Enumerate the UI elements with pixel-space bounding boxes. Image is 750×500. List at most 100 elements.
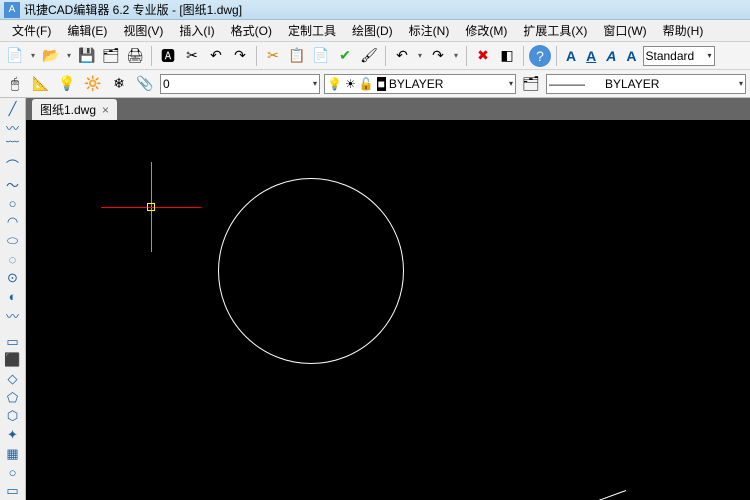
separator — [256, 46, 257, 66]
undo2-button[interactable]: ↶ — [391, 45, 413, 67]
layer-combo[interactable]: 💡 ☀ 🔓 ■ BYLAYER ▾ — [324, 74, 516, 94]
arc-tool[interactable]: ⌒ — [2, 157, 24, 175]
tab-close-icon[interactable]: × — [102, 103, 109, 117]
donut-tool[interactable]: ⊙ — [2, 269, 24, 287]
separator — [466, 46, 467, 66]
dropdown-icon[interactable]: ▾ — [451, 51, 461, 60]
coord-value: 0 — [163, 77, 170, 91]
toolbar-props: 🖱 📐 💡 🔆 ❄ 📎 0 ▾ 💡 ☀ 🔓 ■ BYLAYER ▾ 🗂 ——— … — [0, 70, 750, 98]
text-style-value: Standard — [646, 49, 695, 63]
boundary-tool[interactable]: ▭ — [2, 482, 24, 500]
layer-frozen-icon: ☀ — [345, 77, 356, 91]
ellipsearc-tool[interactable]: ◌ — [2, 251, 24, 269]
cut-button[interactable]: ✂ — [262, 45, 284, 67]
text-style-combo[interactable]: Standard ▾ — [643, 46, 715, 66]
separator — [523, 46, 524, 66]
save-button[interactable]: 💾 — [76, 45, 98, 67]
circle-tool[interactable]: ○ — [2, 195, 24, 213]
chevron-down-icon: ▾ — [313, 79, 317, 88]
rect-tool[interactable]: ▭ — [2, 333, 24, 351]
chevron-down-icon: ▾ — [707, 51, 711, 60]
bulb-button[interactable]: 💡 — [56, 73, 78, 95]
print-button[interactable]: 🖨 — [124, 45, 146, 67]
measure-button[interactable]: 📐 — [30, 73, 52, 95]
text-style-ai[interactable]: A — [602, 45, 620, 67]
hatch-tool[interactable]: ▦ — [2, 445, 24, 463]
text-style-au[interactable]: A — [582, 45, 600, 67]
canvas-area: 图纸1.dwg × — [26, 98, 750, 500]
dropdown-icon[interactable]: ▾ — [64, 51, 74, 60]
layer-manager-button[interactable]: 🗂 — [520, 73, 542, 95]
new-button[interactable]: 📄 — [4, 45, 26, 67]
menu-modify[interactable]: 修改(M) — [457, 20, 515, 41]
redo2-button[interactable]: ↷ — [427, 45, 449, 67]
layer-color-icon: ■ — [377, 77, 386, 91]
separator — [556, 46, 557, 66]
saveall-button[interactable]: 🗂 — [100, 45, 122, 67]
star-tool[interactable]: ✦ — [2, 426, 24, 444]
drawing-canvas[interactable] — [26, 120, 750, 500]
linetype-swatch: ——— — [549, 77, 585, 91]
toolbar-main: 📄▾ 📂▾ 💾 🗂 🖨 🅰 ✂ ↶ ↷ ✂ 📋 📄 ✔ 🖌 ↶▾ ↷▾ ✖ ◧ … — [0, 42, 750, 70]
text-style-a2[interactable]: A — [622, 45, 640, 67]
spline-tool[interactable]: ﹋ — [2, 138, 24, 156]
tab-label: 图纸1.dwg — [40, 101, 96, 118]
text-style-a[interactable]: A — [562, 45, 580, 67]
hexagon-tool[interactable]: ⬡ — [2, 407, 24, 425]
separator — [151, 46, 152, 66]
menu-edit[interactable]: 编辑(E) — [59, 20, 115, 41]
match-button[interactable]: ✔ — [334, 45, 356, 67]
dropdown-icon[interactable]: ▾ — [415, 51, 425, 60]
menu-draw[interactable]: 绘图(D) — [344, 20, 401, 41]
sun-button[interactable]: 🔆 — [82, 73, 104, 95]
solid-tool[interactable]: ⬛ — [2, 351, 24, 369]
open-button[interactable]: 📂 — [40, 45, 62, 67]
find-button[interactable]: 🅰 — [157, 45, 179, 67]
menu-view[interactable]: 视图(V) — [115, 20, 171, 41]
stamp-button[interactable]: 🖌 — [358, 45, 380, 67]
arc2-tool[interactable]: ◠ — [2, 213, 24, 231]
layer-visible-icon: 💡 — [327, 77, 342, 91]
menu-format[interactable]: 格式(O) — [223, 20, 280, 41]
line-tool[interactable]: ╱ — [2, 100, 24, 118]
document-tab[interactable]: 图纸1.dwg × — [32, 99, 117, 120]
linetype-combo[interactable]: ——— BYLAYER ▾ — [546, 74, 746, 94]
menu-help[interactable]: 帮助(H) — [655, 20, 712, 41]
menu-dim[interactable]: 标注(N) — [401, 20, 458, 41]
clip-button[interactable]: ✂ — [181, 45, 203, 67]
redo-button[interactable]: ↷ — [229, 45, 251, 67]
chevron-down-icon: ▾ — [509, 79, 513, 88]
attach-button[interactable]: 📎 — [134, 73, 156, 95]
drawing-circle — [218, 178, 404, 364]
menu-file[interactable]: 文件(F) — [4, 20, 59, 41]
titlebar: A 讯捷CAD编辑器 6.2 专业版 - [图纸1.dwg] — [0, 0, 750, 20]
chevron-down-icon: ▾ — [739, 79, 743, 88]
menu-window[interactable]: 窗口(W) — [595, 20, 654, 41]
crosshair-pickbox — [147, 203, 155, 211]
help-button[interactable]: ? — [529, 45, 551, 67]
revcloud-tool[interactable]: 〰 — [2, 307, 24, 325]
ellipse-tool[interactable]: ⬭ — [2, 232, 24, 250]
menu-insert[interactable]: 插入(I) — [171, 20, 222, 41]
region-tool[interactable]: ○ — [2, 464, 24, 482]
dropdown-icon[interactable]: ▾ — [28, 51, 38, 60]
block-button[interactable]: ◧ — [496, 45, 518, 67]
curve-tool[interactable]: 〜 — [2, 176, 24, 194]
polyline-tool[interactable]: 〰 — [2, 119, 24, 137]
menu-custom[interactable]: 定制工具 — [280, 20, 344, 41]
polygon-tool[interactable]: ◇ — [2, 370, 24, 388]
coord-combo[interactable]: 0 ▾ — [160, 74, 320, 94]
menu-ext[interactable]: 扩展工具(X) — [515, 20, 595, 41]
cursor-button[interactable]: 🖱 — [4, 73, 26, 95]
point-tool[interactable]: ◐ — [2, 288, 24, 306]
delete-button[interactable]: ✖ — [472, 45, 494, 67]
main-area: ╱ 〰 ﹋ ⌒ 〜 ○ ◠ ⬭ ◌ ⊙ ◐ 〰 ▭ ⬛ ◇ ⬠ ⬡ ✦ ▦ ○ … — [0, 98, 750, 500]
pentagon-tool[interactable]: ⬠ — [2, 389, 24, 407]
tabbar: 图纸1.dwg × — [26, 98, 750, 120]
copy-button[interactable]: 📋 — [286, 45, 308, 67]
freeze-button[interactable]: ❄ — [108, 73, 130, 95]
separator — [385, 46, 386, 66]
undo-button[interactable]: ↶ — [205, 45, 227, 67]
paste-button[interactable]: 📄 — [310, 45, 332, 67]
drawing-line — [513, 490, 626, 500]
